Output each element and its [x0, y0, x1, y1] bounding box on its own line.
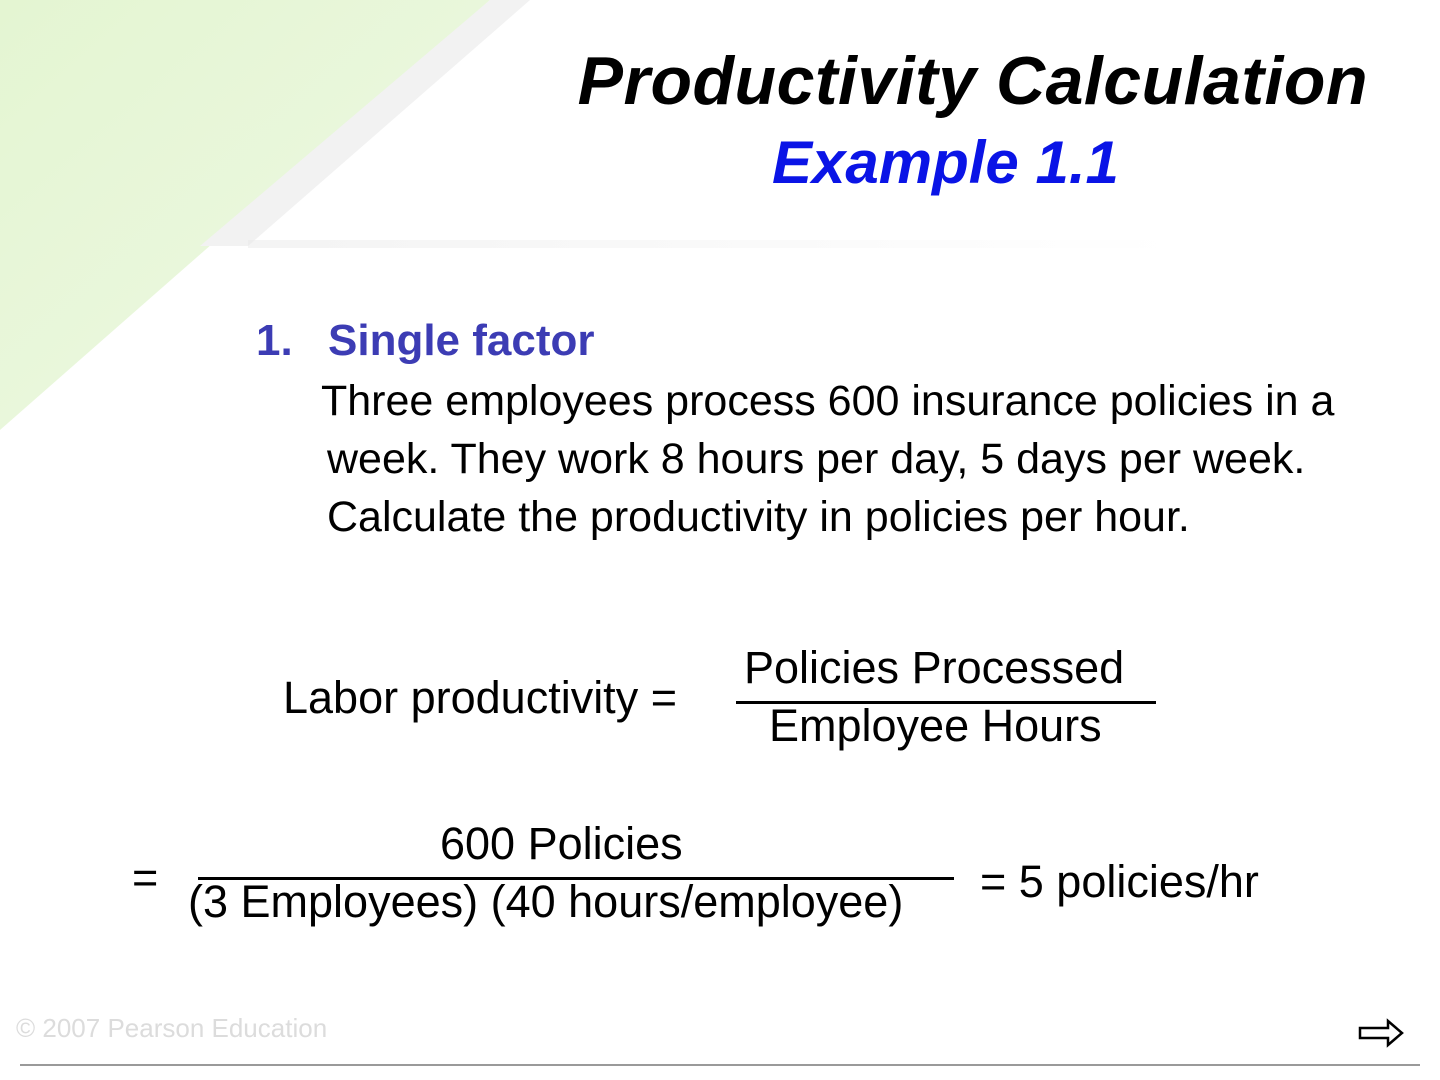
problem-statement: Three employees process 600 insurance po… [321, 377, 1335, 541]
formula1-fraction-bar [736, 701, 1156, 704]
formula2-equals: = [132, 852, 159, 903]
bullet-number: 1. [256, 316, 293, 365]
formula1-numerator: Policies Processed [744, 642, 1125, 693]
formula1-label: Labor productivity = [283, 672, 677, 723]
formula2-fraction-bar [198, 877, 954, 880]
formula2-numerator: 600 Policies [440, 818, 683, 869]
bullet-heading-text: Single factor [328, 316, 595, 365]
footer-divider [20, 1064, 1420, 1066]
right-arrow-icon[interactable] [1358, 1018, 1404, 1048]
formula1-denominator: Employee Hours [769, 700, 1102, 751]
formula2-denominator: (3 Employees) (40 hours/employee) [188, 876, 904, 927]
slide-subtitle: Example 1.1 [772, 129, 1119, 196]
copyright-text: © 2007 Pearson Education [16, 1013, 328, 1043]
bullet-heading: 1. Single factor [256, 316, 595, 366]
slide-title: Productivity Calculation [577, 43, 1368, 119]
formula2-result: = 5 policies/hr [980, 856, 1259, 907]
